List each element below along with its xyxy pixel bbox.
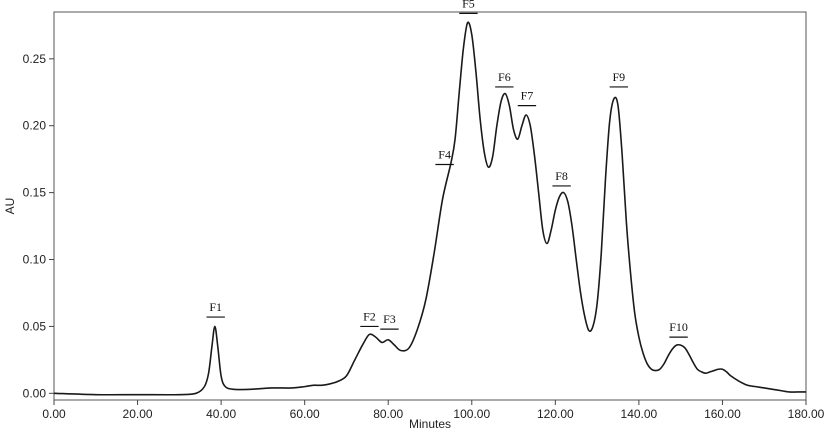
x-tick-label: 140.00: [621, 407, 658, 421]
peak-label: F1: [209, 300, 222, 314]
peak-label: F3: [383, 312, 396, 326]
y-tick-label: 0.05: [23, 319, 47, 333]
peak-label: F7: [521, 89, 534, 103]
x-axis-title: Minutes: [409, 417, 451, 431]
peak-label: F9: [612, 70, 625, 84]
x-tick-label: 160.00: [704, 407, 741, 421]
x-tick-label: 60.00: [290, 407, 320, 421]
x-tick-label: 180.00: [788, 407, 825, 421]
x-tick-label: 120.00: [537, 407, 574, 421]
plot-area-frame: [53, 11, 807, 401]
series-layer: [53, 21, 806, 396]
y-tick-label: 0.25: [23, 52, 47, 66]
peak-label: F4: [438, 148, 451, 162]
peak-label: F8: [555, 169, 568, 183]
y-tick-label: 0.15: [23, 186, 47, 200]
x-tick-label: 0.00: [42, 407, 66, 421]
peak-label: F6: [498, 70, 511, 84]
y-tick-label: 0.20: [23, 119, 47, 133]
x-tick-label: 100.00: [453, 407, 490, 421]
y-axis-title: AU: [3, 198, 17, 215]
x-axis: 0.00 20.00 40.00 60.00 80.00 100.00 120.00 140.…: [42, 400, 825, 421]
peak-label: F5: [462, 0, 475, 10]
x-tick-label: 40.00: [206, 407, 236, 421]
y-axis: 0.00 0.05 0.10 0.15 0.20 0.25: [23, 52, 54, 400]
peak-label: F2: [363, 309, 376, 323]
peak-label: F10: [669, 320, 688, 334]
peak-labels: F1 F2 F3 F4 F5 F6 F7 F8 F9 F10: [206, 0, 688, 338]
x-tick-label: 20.00: [123, 407, 153, 421]
y-tick-label: 0.00: [23, 386, 47, 400]
x-tick-label: 80.00: [373, 407, 403, 421]
series-line: [53, 21, 806, 396]
y-tick-label: 0.10: [23, 253, 47, 267]
